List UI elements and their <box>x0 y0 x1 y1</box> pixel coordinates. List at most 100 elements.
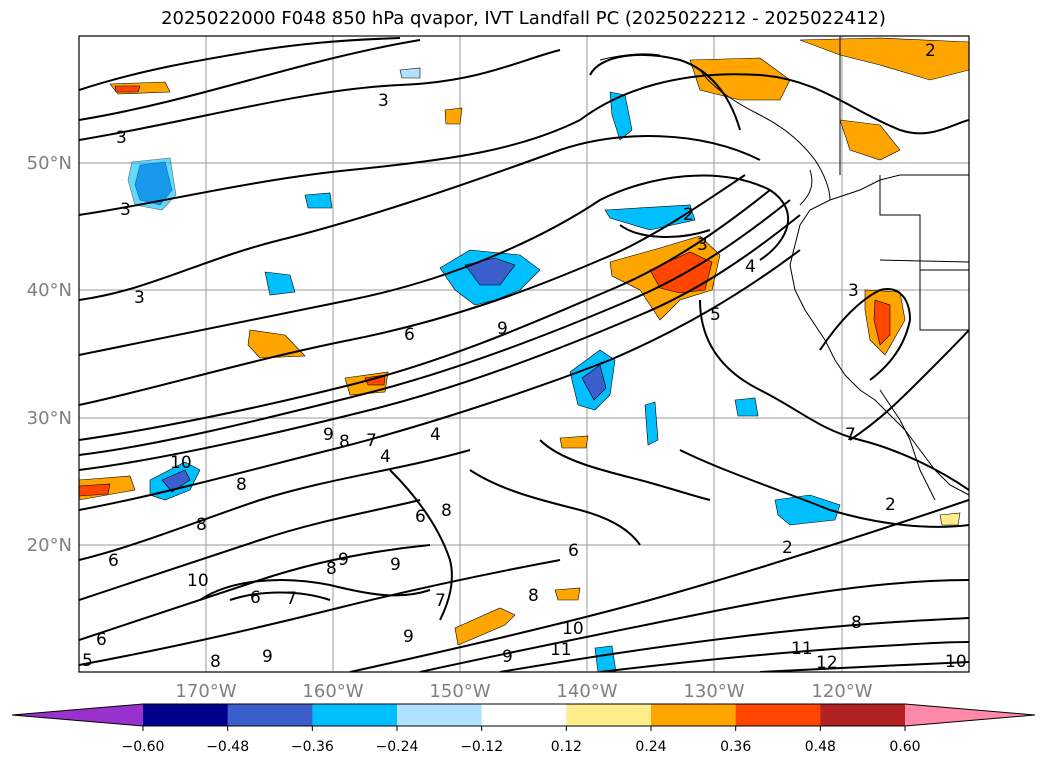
contour-label: 8 <box>196 515 207 535</box>
colorbar-segment <box>651 704 737 726</box>
patch-cyan-small2 <box>304 192 333 209</box>
lat-label-30n: 30°N <box>27 408 72 429</box>
contour-label: 7 <box>366 431 377 451</box>
colorbar-tick-label: 0.36 <box>720 739 751 755</box>
contour-label: 3 <box>120 200 131 220</box>
contour-label: 9 <box>338 550 349 570</box>
patch-red-left <box>79 483 111 497</box>
contour-label: 4 <box>380 447 391 467</box>
lat-label-40n: 40°N <box>27 280 72 301</box>
patch-cyan-small4 <box>644 401 659 446</box>
filled-anomaly-patches <box>79 37 969 672</box>
contour-label: 6 <box>404 325 415 345</box>
patch-red-nw <box>114 85 141 93</box>
longitude-labels: 170°W 160°W 150°W 140°W 130°W 120°W <box>175 681 872 702</box>
contour-label: 6 <box>96 630 107 650</box>
colorbar <box>11 703 1036 731</box>
contour-label: 3 <box>134 288 145 308</box>
contour-label: 9 <box>403 627 414 647</box>
patch-blue-30n <box>581 364 607 401</box>
patch-cyan-48n <box>604 204 696 231</box>
contour-label: 7 <box>845 425 856 445</box>
patch-lightblue-small <box>399 67 421 79</box>
patch-cyan-gulf <box>609 91 633 141</box>
contour-label: 5 <box>82 651 93 671</box>
patch-cyan-se <box>774 494 841 526</box>
plot-area <box>79 36 969 672</box>
lon-label-170w: 170°W <box>175 681 236 702</box>
patch-orange-bottom2 <box>554 587 581 601</box>
patch-orange-bc <box>839 119 901 161</box>
contour-label-group: 3 3 3 3 2 2 2 3 3 4 5 6 9 9 8 7 4 4 10 8… <box>82 41 967 673</box>
contour-label: 10 <box>562 619 584 639</box>
patch-cyan-bottom <box>594 645 617 672</box>
contour-label: 4 <box>745 257 756 277</box>
contour-label: 6 <box>415 507 426 527</box>
contour-label: 3 <box>378 91 389 111</box>
colorbar-segment <box>735 704 821 726</box>
lon-label-150w: 150°W <box>429 681 490 702</box>
colorbar-segment <box>820 704 906 726</box>
contour-label: 4 <box>430 425 441 445</box>
colorbar-tick-label: −0.24 <box>376 739 419 755</box>
patch-cyan-small1 <box>264 271 296 296</box>
contour-label: 10 <box>187 571 209 591</box>
colorbar-extend-low <box>12 704 143 726</box>
contour-label: 10 <box>945 652 967 672</box>
patch-yellow-small3 <box>939 512 961 526</box>
colorbar-tick-label: 0.60 <box>889 739 920 755</box>
patch-blue-40n <box>464 257 516 286</box>
contour-lines <box>79 37 969 672</box>
plot-border <box>78 35 970 673</box>
patch-orange-canada <box>799 37 969 81</box>
contour-label: 6 <box>250 588 261 608</box>
colorbar-segment <box>227 704 313 726</box>
colorbar-extend-high <box>905 704 1035 726</box>
patch-orange-small2 <box>559 435 589 449</box>
patch-orange-gulf <box>689 57 791 101</box>
contour-label: 9 <box>262 647 273 667</box>
colorbar-segment <box>481 704 567 726</box>
colorbar-tick-label: −0.60 <box>122 739 165 755</box>
contour-label: 11 <box>550 640 572 660</box>
contour-label: 2 <box>782 538 793 558</box>
colorbar-tick-label: 0.24 <box>635 739 666 755</box>
contour-label: 6 <box>108 551 119 571</box>
contour-label: 8 <box>851 613 862 633</box>
patch-red-ca <box>873 299 891 346</box>
patch-blue-25n <box>161 469 191 493</box>
contour-label: 11 <box>791 639 813 659</box>
contour-label: 8 <box>441 501 452 521</box>
colorbar-segment <box>143 704 229 726</box>
contour-label: 9 <box>390 555 401 575</box>
contour-label: 7 <box>286 589 297 609</box>
contour-label: 9 <box>497 319 508 339</box>
colorbar-tick-label: −0.12 <box>460 739 503 755</box>
coastline <box>599 36 969 501</box>
colorbar-tick-labels: −0.60 −0.48 −0.36 −0.24 −0.12 0.12 0.24 0.36 0.4… <box>122 739 921 755</box>
patch-orange-bottom <box>454 607 516 646</box>
patch-orange-mid <box>247 329 306 359</box>
lat-label-20n: 20°N <box>27 535 72 556</box>
contour-label: 8 <box>339 432 350 452</box>
contour-label: 3 <box>697 235 708 255</box>
contour-label: 2 <box>925 41 936 61</box>
lat-label-50n: 50°N <box>27 153 72 174</box>
contour-label: 8 <box>210 652 221 672</box>
colorbar-tick-label: 0.12 <box>551 739 582 755</box>
contour-label: 5 <box>710 305 721 325</box>
colorbar-tick-label: −0.36 <box>291 739 334 755</box>
colorbar-segment <box>312 704 398 726</box>
contour-label: 3 <box>848 281 859 301</box>
lon-label-140w: 140°W <box>556 681 617 702</box>
contour-label: 12 <box>816 653 838 673</box>
contour-label: 7 <box>435 591 446 611</box>
contour-label: 8 <box>236 475 247 495</box>
patch-orange-small1 <box>444 107 463 125</box>
map-title: 2025022000 F048 850 hPa qvapor, IVT Land… <box>161 8 886 29</box>
latitude-labels: 50°N 40°N 30°N 20°N <box>27 153 72 556</box>
colorbar-segment <box>566 704 652 726</box>
contour-label: 3 <box>116 128 127 148</box>
lon-label-130w: 130°W <box>683 681 744 702</box>
